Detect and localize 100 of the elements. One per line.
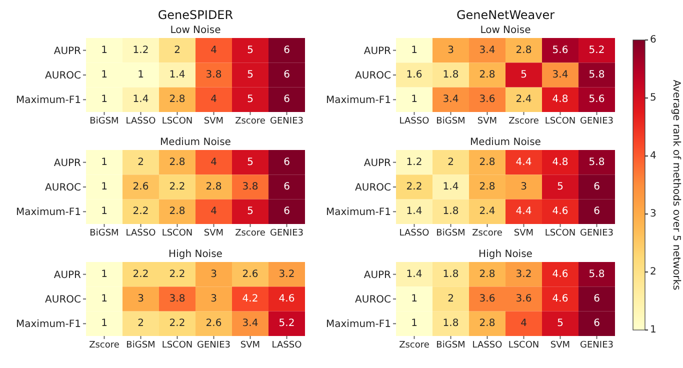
color-bar-label: 1 (650, 324, 656, 336)
x-tick-label: GENIE3 (197, 340, 230, 350)
data-label: 4 (210, 206, 217, 218)
data-label: 2.6 (242, 268, 258, 280)
chart-subtitle: Medium Noise (159, 136, 232, 150)
x-tick-label: LASSO (472, 340, 502, 350)
data-label: 3.6 (516, 294, 532, 304)
data-label: 4 (210, 44, 217, 56)
y-tick-label: AUPR (54, 158, 82, 169)
y-tick-label: Maximum-F1 (16, 95, 81, 106)
data-label: 5.2 (588, 44, 605, 56)
y-tick-label: AUPR (364, 46, 392, 57)
data-label: 4.6 (552, 206, 568, 218)
y-tick-label: AUROC (45, 294, 82, 306)
x-tick-label: SVM (477, 116, 498, 126)
data-label: 5 (247, 94, 254, 106)
data-label: 5 (557, 318, 564, 330)
data-label: 5 (247, 44, 254, 56)
data-label: 4.8 (552, 156, 568, 168)
data-label: 3.6 (479, 94, 496, 106)
data-label: 4.4 (516, 156, 532, 168)
data-label: 1 (101, 206, 108, 218)
data-label: 3.6 (479, 294, 496, 304)
data-label: 5.8 (588, 268, 605, 280)
data-label: 5.8 (588, 156, 605, 168)
data-label: 1 (101, 44, 108, 56)
x-tick-label: SVM (204, 116, 224, 126)
y-tick-label: Maximum-F1 (16, 319, 81, 330)
x-tick-label: SVM (550, 340, 570, 350)
data-label: 1.4 (406, 268, 422, 280)
data-label: 3.4 (479, 44, 496, 56)
data-label: 2.8 (479, 70, 496, 80)
data-label: 5 (247, 206, 254, 218)
x-tick-label: GENIE3 (580, 340, 614, 350)
data-label: 6 (594, 318, 600, 330)
x-tick-label: BiGSM (90, 116, 119, 126)
data-label: 6 (594, 294, 600, 304)
x-tick-label: SVM (204, 228, 224, 238)
data-label: 5 (557, 182, 564, 192)
color-bar-label: 3 (650, 208, 656, 220)
data-label: 2.8 (479, 156, 496, 168)
data-label: 1 (101, 94, 108, 106)
x-tick-label: LASSO (126, 228, 156, 238)
data-label: 1 (411, 294, 418, 304)
data-label: 2.8 (169, 156, 186, 168)
y-tick-label: AUROC (45, 70, 82, 82)
x-tick-label: LASSO (399, 228, 430, 238)
data-label: 2 (448, 294, 454, 304)
y-tick-label: AUPR (54, 46, 82, 57)
y-tick-label: AUROC (355, 182, 392, 194)
data-label: 2.2 (169, 182, 186, 192)
color-bar-label: 2 (650, 266, 656, 278)
chart-subtitle: High Noise (168, 248, 224, 262)
data-label: 2.8 (169, 94, 186, 106)
data-label: 1 (101, 156, 108, 168)
data-label: 2 (448, 156, 454, 168)
data-label: 2.4 (479, 206, 496, 218)
color-bar-label: 5 (650, 92, 656, 104)
y-tick-label: AUROC (355, 70, 392, 82)
data-label: 2.8 (169, 206, 186, 218)
data-label: 1.8 (442, 318, 459, 330)
y-tick-label: Maximum-F1 (16, 207, 81, 218)
data-label: 5.8 (588, 70, 605, 80)
data-label: 5 (247, 70, 254, 80)
data-label: 3.8 (169, 294, 186, 304)
data-label: 6 (284, 44, 290, 56)
data-label: 1.2 (406, 156, 422, 168)
color-bar-title: Average rank of methods over 5 networks (670, 80, 682, 290)
data-label: 4.6 (552, 268, 568, 280)
data-label: 6 (284, 70, 290, 80)
data-label: 2.6 (132, 182, 149, 192)
data-label: 1.8 (442, 70, 459, 80)
x-tick-label: BiGSM (90, 228, 119, 238)
x-tick-label: LASSO (272, 340, 302, 350)
x-tick-label: GENIE3 (270, 228, 304, 238)
data-label: 3.2 (278, 268, 295, 280)
data-label: 1 (101, 70, 108, 80)
data-label: 6 (594, 182, 600, 192)
x-tick-label: BiGSM (436, 228, 466, 238)
x-tick-label: LSCON (508, 340, 540, 350)
chart-subtitle: Low Noise (169, 24, 222, 38)
x-tick-label: Zscore (508, 116, 540, 126)
data-label: 2.2 (169, 318, 186, 330)
data-label: 4.8 (552, 94, 568, 106)
data-label: 1.2 (132, 44, 149, 56)
data-label: 6 (594, 206, 600, 218)
data-label: 3 (138, 294, 144, 304)
x-tick-label: GENIE3 (580, 228, 614, 238)
y-tick-label: Maximum-F1 (326, 95, 391, 106)
data-label: 5.6 (552, 44, 568, 56)
data-label: 2.2 (169, 268, 186, 280)
data-label: 4.4 (516, 206, 532, 218)
x-tick-label: BiGSM (436, 340, 466, 350)
data-label: 5.6 (588, 94, 605, 106)
data-label: 2.2 (132, 206, 149, 218)
chart-subtitle: High Noise (478, 248, 534, 262)
data-label: 3.8 (206, 70, 222, 80)
data-label: 2.8 (479, 318, 496, 330)
data-label: 4 (210, 94, 217, 106)
x-tick-label: SVM (514, 228, 534, 238)
